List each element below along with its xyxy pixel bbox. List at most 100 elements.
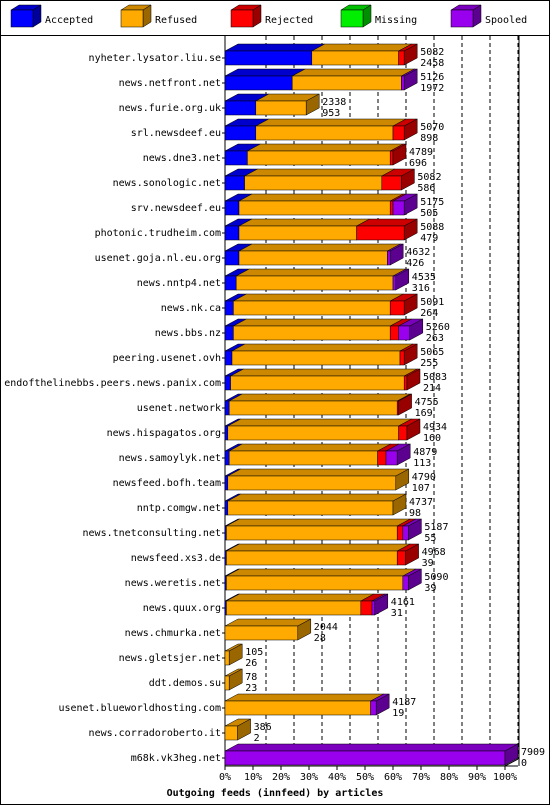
x-tick-label: 0% xyxy=(219,772,231,783)
count-label: 160 xyxy=(423,433,441,444)
bar xyxy=(224,725,238,741)
x-tick-label: 100% xyxy=(493,772,517,783)
bar xyxy=(224,150,248,166)
bar xyxy=(227,425,399,441)
bar xyxy=(227,500,394,516)
bar-top xyxy=(233,318,404,327)
total-label: 5187 xyxy=(424,522,448,533)
bar xyxy=(291,75,402,91)
bar-side xyxy=(395,468,410,491)
bar xyxy=(403,375,408,391)
total-label: 386 xyxy=(254,722,272,733)
bar xyxy=(381,175,402,191)
bar-top xyxy=(233,293,404,302)
total-label: 4161 xyxy=(391,597,415,608)
count-label: 586 xyxy=(417,183,435,194)
x-tick-label: 60% xyxy=(384,772,402,783)
bar-side xyxy=(403,193,418,216)
y-tick-label: news.weretis.net xyxy=(125,578,221,589)
bar xyxy=(389,300,405,316)
bar xyxy=(396,550,406,566)
total-label: 5260 xyxy=(426,322,450,333)
y-tick-label: news.nntp4.net xyxy=(137,278,221,289)
y-tick-label: m68k.vk3heg.net xyxy=(131,753,221,764)
bar-side xyxy=(405,543,419,566)
count-label: 263 xyxy=(426,333,444,344)
y-tick-label: photonic.trudheim.com xyxy=(95,228,221,239)
x-tick-label: 70% xyxy=(412,772,430,783)
y-tick-label: news.quux.org xyxy=(143,603,221,614)
bar xyxy=(255,100,307,116)
bar xyxy=(224,450,230,466)
total-label: 5083 xyxy=(423,372,447,383)
bar-side xyxy=(374,593,389,616)
bar xyxy=(226,550,398,566)
count-label: 26 xyxy=(245,658,257,669)
bar xyxy=(224,325,234,341)
bar-top xyxy=(229,443,391,452)
bar-top xyxy=(231,343,414,352)
bar xyxy=(247,150,391,166)
count-label: 505 xyxy=(420,208,438,219)
bar-side xyxy=(297,618,312,641)
bar xyxy=(224,425,229,441)
y-tick-label: news.sonologic.net xyxy=(113,178,221,189)
count-label: 316 xyxy=(412,283,430,294)
bar-top xyxy=(238,218,370,227)
total-label: 4187 xyxy=(392,697,416,708)
bar-top xyxy=(247,143,404,152)
bar-top xyxy=(229,393,411,402)
total-label: 4968 xyxy=(422,547,446,558)
bar xyxy=(392,275,397,291)
bar xyxy=(224,500,229,516)
count-label: 19 xyxy=(392,708,404,719)
y-tick-label: nntp.comgw.net xyxy=(137,503,221,514)
count-label: 696 xyxy=(409,158,427,169)
bar-side xyxy=(403,343,418,366)
bar xyxy=(227,475,397,491)
bar xyxy=(224,75,293,91)
bar xyxy=(371,600,376,616)
bar-side xyxy=(408,518,422,541)
bar xyxy=(396,525,404,541)
bar xyxy=(224,625,299,641)
bar-side xyxy=(228,643,243,666)
bar xyxy=(385,450,398,466)
bar xyxy=(356,225,405,241)
count-label: 113 xyxy=(413,458,431,469)
bar-side xyxy=(398,393,412,416)
y-tick-label: news.bbs.nz xyxy=(155,328,221,339)
bar-top xyxy=(236,268,407,277)
bar xyxy=(224,475,229,491)
legend-label: Missing xyxy=(375,15,417,26)
y-tick-label: news.dne3.net xyxy=(143,153,221,164)
bar xyxy=(398,325,411,341)
bar xyxy=(392,200,405,216)
bar-top xyxy=(244,168,395,177)
total-label: 5175 xyxy=(420,197,444,208)
bar-side xyxy=(403,218,418,241)
bar xyxy=(224,650,230,666)
bar-side xyxy=(375,693,390,716)
bar xyxy=(238,200,391,216)
legend-label: Spooled xyxy=(485,15,527,26)
bar xyxy=(235,275,394,291)
y-tick-label: news.samoylyk.net xyxy=(119,453,221,464)
bar xyxy=(224,50,313,66)
bar-side xyxy=(237,718,251,741)
count-label: 55 xyxy=(424,533,436,544)
bar-top xyxy=(224,43,325,52)
bar xyxy=(389,325,399,341)
y-tick-label: newsfeed.xs3.de xyxy=(131,553,221,564)
bar xyxy=(389,200,394,216)
total-label: 78 xyxy=(245,672,257,683)
legend-swatch xyxy=(450,9,474,28)
bar-side xyxy=(396,443,411,466)
y-tick-label: news.gletsjer.net xyxy=(119,653,221,664)
y-tick-label: news.chmurka.net xyxy=(125,628,221,639)
bar xyxy=(398,50,405,66)
bar-top xyxy=(255,118,407,127)
bar-top xyxy=(227,418,412,427)
bar xyxy=(226,525,398,541)
count-label: 98 xyxy=(409,508,421,519)
